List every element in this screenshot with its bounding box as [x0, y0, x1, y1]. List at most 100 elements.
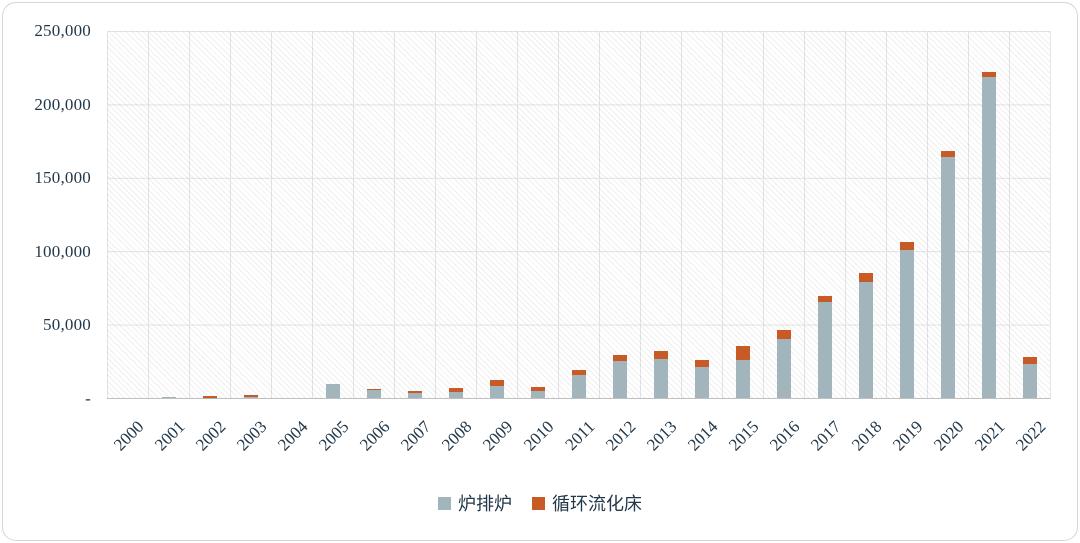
stacked-bar[interactable]: [571, 31, 586, 398]
bar-segment-series-0[interactable]: [776, 338, 791, 398]
y-axis: 250,000 200,000 150,000 100,000 50,000 -: [3, 21, 97, 408]
stacked-bar[interactable]: [285, 31, 299, 398]
bar-column: [1009, 31, 1050, 398]
bar-segment-series-1[interactable]: [366, 389, 381, 390]
legend-swatch: [438, 496, 451, 510]
bar-segment-series-0[interactable]: [1022, 364, 1037, 398]
stacked-bar[interactable]: [694, 31, 709, 398]
plot-area: [107, 31, 1051, 399]
stacked-bar[interactable]: [817, 31, 832, 398]
bar-segment-series-1[interactable]: [407, 391, 422, 393]
stacked-bar[interactable]: [776, 31, 791, 398]
bar-column: [763, 31, 804, 398]
bar-segment-series-1[interactable]: [981, 72, 996, 77]
bar-segment-series-0[interactable]: [940, 157, 955, 398]
bar-segment-series-1[interactable]: [940, 151, 955, 158]
stacked-bar[interactable]: [366, 31, 381, 398]
stacked-bar[interactable]: [981, 31, 996, 398]
stacked-bar[interactable]: [530, 31, 545, 398]
bar-column: [599, 31, 640, 398]
legend-item[interactable]: 炉排炉: [438, 490, 512, 516]
bar-segment-series-1[interactable]: [571, 370, 586, 375]
bar-segment-series-0[interactable]: [612, 361, 627, 398]
stacked-bar[interactable]: [735, 31, 750, 398]
bar-segment-series-1[interactable]: [612, 355, 627, 362]
bar-column: [845, 31, 886, 398]
bar-segment-series-1[interactable]: [776, 329, 791, 339]
bar-column: [435, 31, 476, 398]
bar-segment-series-0[interactable]: [694, 367, 709, 398]
bar-segment-series-0[interactable]: [243, 397, 258, 398]
bar-column: [886, 31, 927, 398]
stacked-bar[interactable]: [161, 31, 176, 398]
bar-segment-series-1[interactable]: [243, 394, 258, 398]
bar-segment-series-1[interactable]: [202, 395, 217, 398]
legend-label: 循环流化床: [552, 494, 642, 514]
bar-segment-series-1[interactable]: [858, 272, 873, 283]
y-tick-label: 50,000: [43, 315, 91, 335]
bar-column: [394, 31, 435, 398]
bar-segment-series-0[interactable]: [858, 282, 873, 398]
stacked-bar[interactable]: [407, 31, 422, 398]
stacked-bar[interactable]: [243, 31, 258, 398]
stacked-bar[interactable]: [653, 31, 668, 398]
bar-segment-series-0[interactable]: [653, 359, 668, 398]
bar-column: [927, 31, 968, 398]
stacked-bar[interactable]: [899, 31, 914, 398]
stacked-bar-chart: 250,000 200,000 150,000 100,000 50,000 - 2000…: [3, 3, 1077, 540]
bar-column: [558, 31, 599, 398]
stacked-bar[interactable]: [1022, 31, 1037, 398]
stacked-bar[interactable]: [940, 31, 955, 398]
bar-segment-series-1[interactable]: [448, 388, 463, 393]
y-tick-label: 200,000: [34, 94, 91, 114]
bar-segment-series-0[interactable]: [407, 392, 422, 398]
bar-column: [189, 31, 230, 398]
bar-segment-series-0[interactable]: [366, 389, 381, 398]
bar-segment-series-1[interactable]: [653, 351, 668, 360]
bar-segment-series-0[interactable]: [530, 390, 545, 398]
bar-segment-series-1[interactable]: [817, 296, 832, 302]
stacked-bar[interactable]: [858, 31, 873, 398]
bar-column: [312, 31, 353, 398]
bar-segment-series-0[interactable]: [735, 359, 750, 398]
stacked-bar[interactable]: [612, 31, 627, 398]
bar-segment-series-1[interactable]: [1022, 356, 1037, 365]
bar-column: [968, 31, 1009, 398]
y-tick-label: 250,000: [34, 21, 91, 40]
legend: 炉排炉 循环流化床: [3, 490, 1077, 516]
x-axis: 2000 2001 2002 2003 2004 2005 2006 2007 2008 2009…: [107, 405, 1051, 477]
bar-segment-series-1[interactable]: [530, 387, 545, 391]
stacked-bar[interactable]: [325, 31, 340, 398]
bar-column: [476, 31, 517, 398]
bar-segment-series-0[interactable]: [899, 249, 914, 398]
bar-column: [804, 31, 845, 398]
y-tick-label: -: [85, 389, 91, 408]
bar-segment-series-1[interactable]: [899, 242, 914, 250]
bar-segment-series-0[interactable]: [981, 76, 996, 398]
bar-segment-series-1[interactable]: [489, 380, 504, 387]
bar-column: [681, 31, 722, 398]
legend-swatch: [532, 496, 545, 510]
stacked-bar[interactable]: [202, 31, 217, 398]
bar-segment-series-0[interactable]: [161, 396, 176, 398]
bar-column: [640, 31, 681, 398]
bar-column: [148, 31, 189, 398]
stacked-bar[interactable]: [489, 31, 504, 398]
bar-segment-series-0[interactable]: [817, 301, 832, 398]
bar-segment-series-0[interactable]: [325, 384, 340, 398]
bar-column: [230, 31, 271, 398]
stacked-bar[interactable]: [121, 31, 135, 398]
bar-column: [517, 31, 558, 398]
y-tick-label: 150,000: [34, 168, 91, 188]
bar-segment-series-0[interactable]: [448, 392, 463, 398]
stacked-bar[interactable]: [448, 31, 463, 398]
bar-segment-series-1[interactable]: [694, 360, 709, 368]
legend-label: 炉排炉: [458, 494, 512, 514]
bar-segment-series-1[interactable]: [735, 346, 750, 360]
legend-item[interactable]: 循环流化床: [532, 490, 642, 516]
bar-column: [722, 31, 763, 398]
bar-segment-series-0[interactable]: [571, 374, 586, 398]
bar-segment-series-0[interactable]: [489, 386, 504, 398]
y-tick-label: 100,000: [34, 241, 91, 261]
